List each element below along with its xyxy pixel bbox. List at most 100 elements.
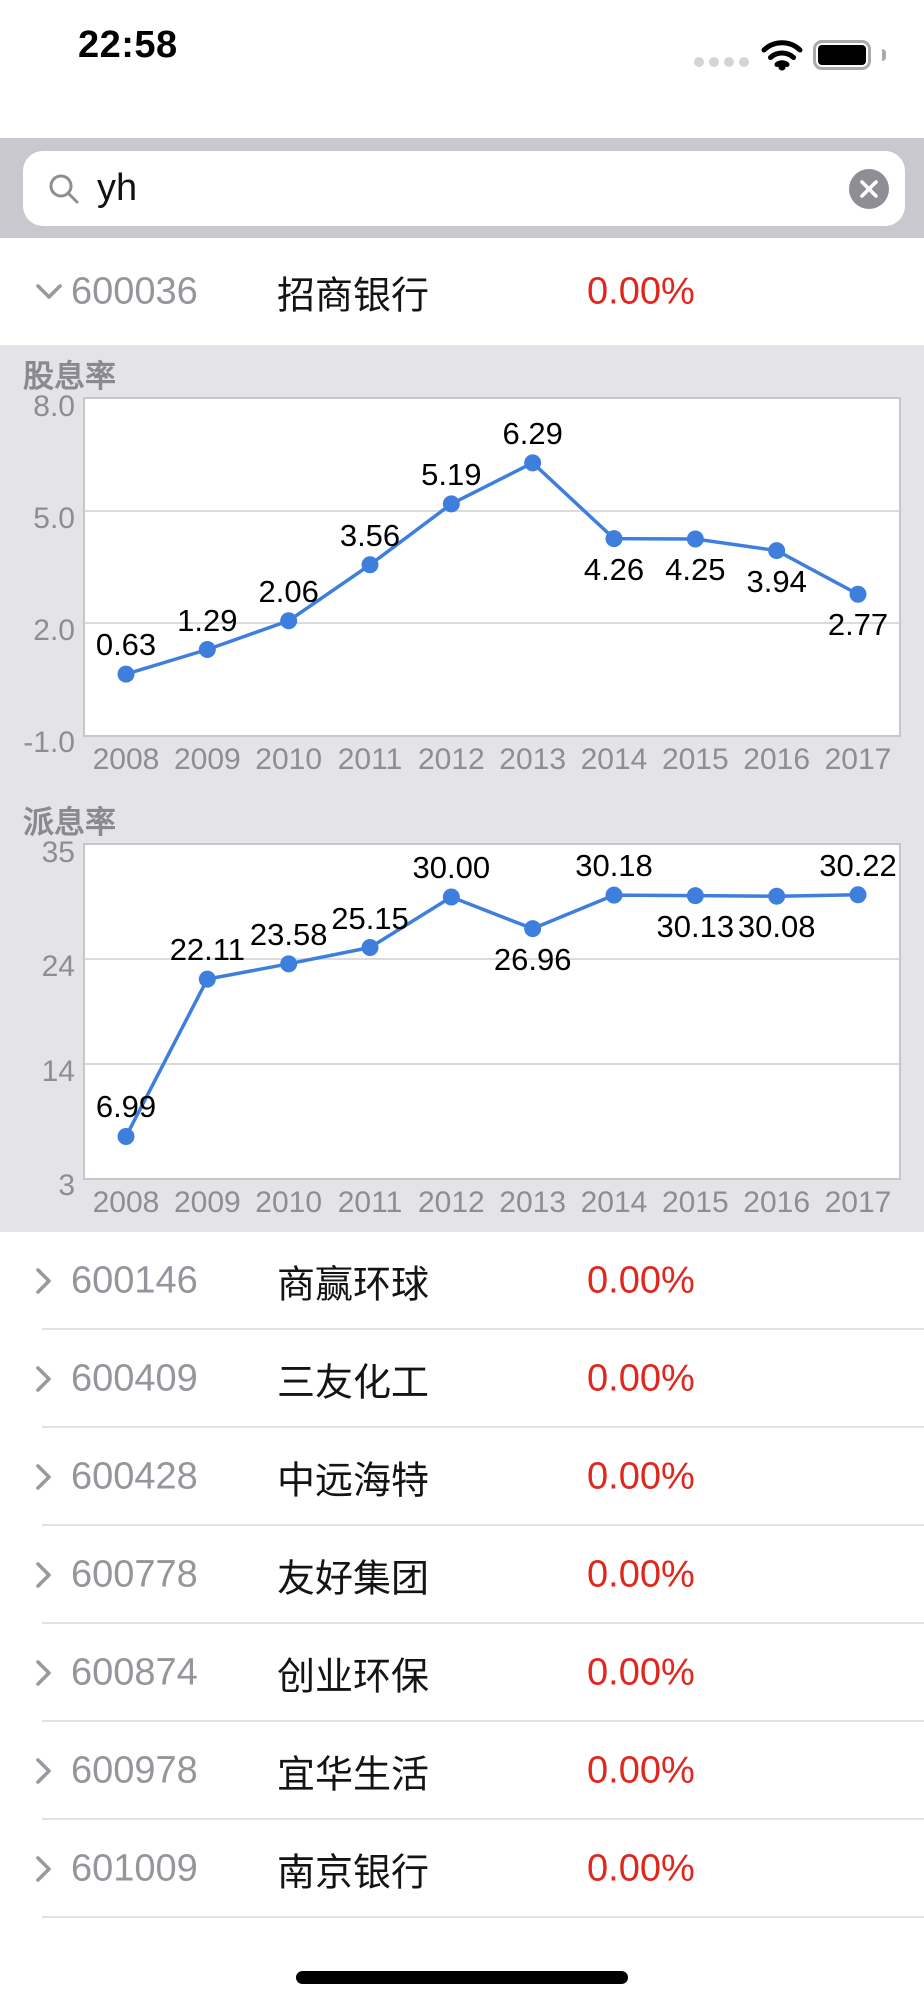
search-field	[23, 151, 905, 226]
stock-code: 600778	[71, 1553, 198, 1596]
data-point	[442, 495, 460, 513]
signal-dot	[694, 57, 704, 67]
y-tick: 2.0	[33, 614, 75, 647]
data-label: 6.99	[95, 1089, 157, 1125]
y-tick: 5.0	[33, 502, 75, 535]
chart-title: 股息率	[23, 359, 116, 394]
x-tick: 2017	[824, 1186, 892, 1219]
stock-code: 601009	[71, 1847, 198, 1890]
y-tick: 14	[41, 1054, 75, 1088]
stock-row[interactable]: 600428 中远海特 0.00%	[0, 1428, 924, 1526]
data-label: 2.06	[258, 573, 319, 609]
battery-cap	[882, 49, 886, 61]
chevron-right-icon	[36, 1366, 51, 1392]
stock-row-expanded[interactable]: 600036 招商银行 0.00%	[0, 238, 924, 345]
x-tick: 2012	[417, 743, 485, 776]
clear-button[interactable]	[849, 168, 889, 209]
data-label: 3.94	[746, 563, 807, 599]
y-tick: -1.0	[23, 726, 75, 759]
y-axis-ticks: 8.0 5.0 2.0 -1.0	[0, 390, 75, 759]
separator	[42, 1426, 924, 1428]
x-tick: 2014	[580, 743, 648, 776]
y-tick: 8.0	[33, 390, 75, 423]
chevron-right-icon	[36, 1660, 51, 1686]
x-tick: 2012	[417, 1186, 485, 1219]
gridline	[85, 622, 899, 624]
signal-dot	[739, 57, 749, 67]
stock-change: 0.00%	[587, 1357, 695, 1400]
data-label: 22.11	[169, 932, 245, 968]
separator	[42, 1622, 924, 1624]
stock-name: 创业环保	[277, 1656, 430, 1699]
search-bar	[0, 138, 924, 238]
plot-area: 0.63 1.29 2.06 3.56 5.19 6.29 4.26 4.25 3.94 2.77	[83, 397, 901, 737]
y-axis-ticks: 35 24 14 3	[0, 836, 75, 1202]
data-label: 26.96	[493, 941, 572, 977]
stock-change: 0.00%	[587, 1455, 695, 1498]
separator	[42, 1328, 924, 1330]
x-tick: 2015	[661, 1186, 729, 1219]
y-tick: 35	[41, 836, 75, 869]
stock-code: 600146	[71, 1259, 198, 1302]
data-point	[605, 530, 623, 548]
signal-dot	[709, 57, 719, 67]
data-point	[686, 887, 704, 905]
x-tick: 2016	[743, 1186, 811, 1219]
data-label: 30.18	[575, 848, 653, 884]
separator	[42, 1818, 924, 1820]
data-label: 30.22	[819, 847, 897, 883]
gridline	[85, 958, 899, 961]
data-point	[605, 886, 623, 904]
home-indicator[interactable]	[296, 1971, 628, 1984]
x-tick: 2015	[661, 743, 729, 776]
x-tick: 2016	[743, 743, 811, 776]
data-label: 30.08	[737, 909, 816, 945]
data-point	[849, 585, 867, 603]
data-point	[686, 530, 704, 548]
stock-code: 600036	[71, 270, 198, 312]
chevron-right-icon	[36, 1758, 51, 1784]
x-tick: 2013	[499, 1186, 567, 1219]
battery-fill	[818, 45, 866, 65]
data-point	[768, 542, 786, 560]
chart-title: 派息率	[23, 805, 116, 840]
stock-row[interactable]: 600978 宜华生活 0.00%	[0, 1722, 924, 1820]
data-label: 4.25	[665, 552, 726, 587]
data-label: 3.56	[339, 517, 401, 553]
cellular-signal-icon	[694, 57, 749, 67]
chevron-right-icon	[36, 1268, 51, 1294]
stock-row[interactable]: 600778 友好集团 0.00%	[0, 1526, 924, 1624]
gridline	[85, 1062, 899, 1065]
data-label: 23.58	[249, 916, 328, 952]
chevron-down-icon	[36, 283, 62, 299]
stock-name: 友好集团	[277, 1558, 430, 1601]
y-tick: 3	[58, 1169, 75, 1202]
chevron-right-icon	[36, 1464, 51, 1490]
status-icons	[694, 38, 886, 72]
stock-name: 招商银行	[277, 275, 430, 317]
clear-icon	[860, 179, 878, 198]
data-point	[198, 641, 216, 659]
x-tick: 2010	[255, 743, 323, 776]
x-axis-labels: 2008 2009 2010 2011 2012 2013 2014 2015 2016 2017	[83, 1186, 901, 1220]
data-point	[117, 665, 135, 683]
search-input[interactable]	[95, 166, 849, 211]
plot-area: 6.99 22.11 23.58 25.15 30.00 26.96 30.18 30.13 3…	[83, 843, 901, 1180]
wifi-icon	[761, 40, 803, 71]
separator	[42, 1524, 924, 1526]
data-point	[198, 970, 216, 988]
search-icon	[49, 174, 79, 203]
stock-row[interactable]: 600409 三友化工 0.00%	[0, 1330, 924, 1428]
data-point	[524, 920, 542, 938]
gridline	[85, 510, 899, 512]
data-label: 0.63	[95, 627, 157, 663]
chevron-right-icon	[36, 1562, 51, 1588]
line-series	[117, 454, 867, 683]
stock-row[interactable]: 600874 创业环保 0.00%	[0, 1624, 924, 1722]
stock-row[interactable]: 600146 商赢环球 0.00%	[0, 1232, 924, 1330]
stock-row[interactable]: 601009 南京银行 0.00%	[0, 1820, 924, 1918]
line-series	[117, 886, 867, 1145]
data-point	[361, 556, 379, 574]
chevron-right-icon	[36, 1856, 51, 1882]
x-tick: 2009	[173, 743, 241, 776]
